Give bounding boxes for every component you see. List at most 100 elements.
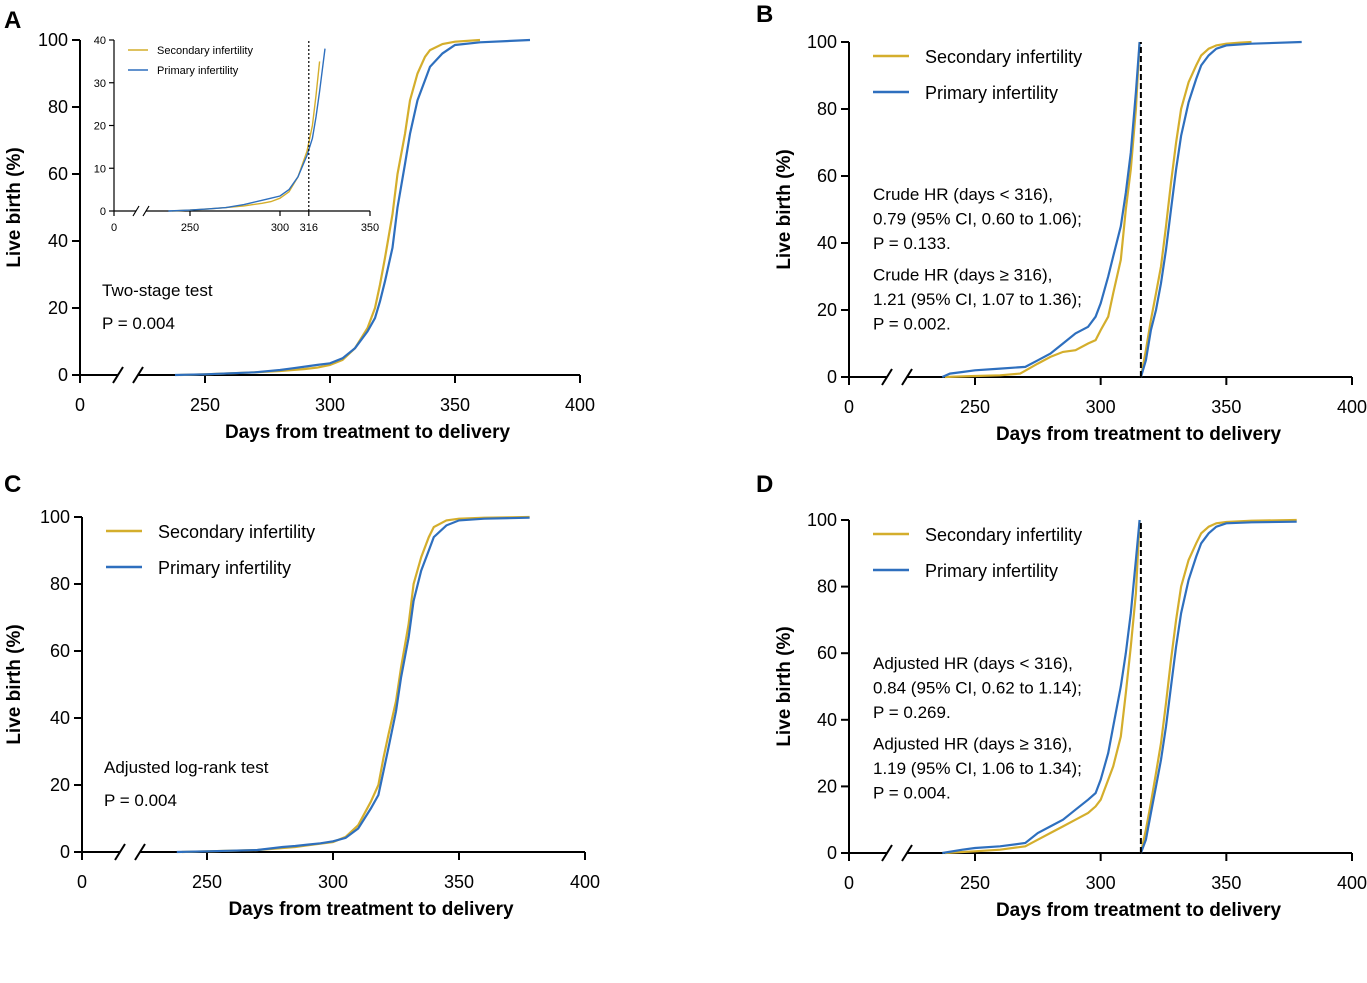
inset-series-line-primary	[168, 48, 326, 212]
inset-axis-break	[132, 205, 140, 217]
x-tick-label: 300	[1086, 873, 1116, 893]
series-line-secondary-after	[1139, 518, 1297, 854]
y-tick-label: 80	[50, 574, 70, 594]
annotation-text: 1.21 (95% CI, 1.07 to 1.36);	[873, 290, 1082, 309]
legend-label-primary: Primary infertility	[925, 561, 1058, 581]
legend-label-secondary: Secondary infertility	[925, 47, 1082, 67]
series-line-primary-after	[1139, 520, 1297, 854]
y-axis-label: Live birth (%)	[774, 149, 795, 269]
annotation-text: 0.79 (95% CI, 0.60 to 1.06);	[873, 210, 1082, 229]
annotation-text: Crude HR (days < 316),	[873, 185, 1053, 204]
axis-break	[881, 368, 893, 386]
y-tick-label: 60	[817, 166, 837, 186]
axis-break	[114, 843, 126, 861]
annotation-text: P = 0.002.	[873, 315, 951, 334]
y-tick-label: 60	[817, 643, 837, 663]
x-axis-label: Days from treatment to delivery	[225, 422, 511, 443]
y-tick-label: 100	[38, 30, 68, 50]
axis-break	[901, 844, 913, 862]
panel-B: B 0 20 40 60 80 100 0 250 300 350 400 Days from trea…	[756, 1, 1367, 445]
x-tick-label: 250	[960, 397, 990, 417]
annotation-text: P = 0.004	[104, 791, 177, 810]
x-tick-label: 400	[565, 395, 595, 415]
x-tick-label: 0	[75, 395, 85, 415]
axis-break	[112, 366, 124, 384]
y-tick-label: 100	[40, 507, 70, 527]
series-line-primary	[176, 516, 530, 854]
x-tick-label: 350	[1211, 873, 1241, 893]
x-tick-label: 300	[318, 872, 348, 892]
inset-legend-label-primary: Primary infertility	[157, 65, 239, 77]
y-tick-label: 20	[50, 775, 70, 795]
x-tick-label: 400	[570, 872, 600, 892]
annotation-text: P = 0.004	[102, 314, 175, 333]
inset-y-tick-label: 0	[100, 206, 106, 218]
legend-label-primary: Primary infertility	[925, 83, 1058, 103]
y-tick-label: 60	[48, 164, 68, 184]
inset-y-tick-label: 40	[94, 35, 106, 47]
series-line-primary-before	[942, 519, 1141, 855]
y-tick-label: 80	[48, 97, 68, 117]
panel-label: B	[756, 1, 773, 28]
legend-label-secondary: Secondary infertility	[925, 525, 1082, 545]
annotation-text: P = 0.004.	[873, 784, 951, 803]
y-tick-label: 20	[48, 298, 68, 318]
y-tick-label: 0	[827, 843, 837, 863]
legend-label-primary: Primary infertility	[158, 558, 291, 578]
series-line-primary-after	[1139, 40, 1302, 378]
x-tick-label: 300	[315, 395, 345, 415]
x-tick-label: 350	[1211, 397, 1241, 417]
inset-chart: 0 10 20 30 40 0 250 300 316 350 Secondary infertil…	[94, 35, 379, 234]
y-tick-label: 20	[817, 776, 837, 796]
y-tick-label: 0	[58, 365, 68, 385]
annotation-text: Adjusted log-rank test	[104, 758, 269, 777]
x-tick-label: 350	[440, 395, 470, 415]
inset-x-tick-label: 316	[300, 222, 318, 234]
y-axis-label: Live birth (%)	[4, 624, 25, 744]
panel-label: C	[4, 471, 21, 498]
legend-label-secondary: Secondary infertility	[158, 522, 315, 542]
x-tick-label: 350	[444, 872, 474, 892]
y-tick-label: 40	[50, 708, 70, 728]
x-tick-label: 250	[960, 873, 990, 893]
series-line-primary	[174, 38, 531, 377]
y-tick-label: 20	[817, 300, 837, 320]
inset-series-line-secondary	[171, 61, 321, 212]
y-axis-label: Live birth (%)	[774, 626, 795, 746]
annotation-text: Crude HR (days ≥ 316),	[873, 266, 1052, 285]
inset-x-tick-label: 250	[181, 222, 199, 234]
x-tick-label: 400	[1337, 873, 1367, 893]
y-tick-label: 0	[827, 367, 837, 387]
y-axis-label: Live birth (%)	[4, 147, 25, 267]
axis-break	[881, 844, 893, 862]
inset-axis-break	[142, 205, 150, 217]
series-line-secondary-before	[944, 519, 1141, 855]
y-tick-label: 40	[817, 233, 837, 253]
y-tick-label: 40	[48, 231, 68, 251]
y-tick-label: 100	[807, 32, 837, 52]
annotation-text: P = 0.269.	[873, 703, 951, 722]
series-line-primary-before	[941, 41, 1141, 379]
inset-y-tick-label: 30	[94, 78, 106, 90]
annotation-text: Adjusted HR (days < 316),	[873, 654, 1073, 673]
x-tick-label: 400	[1337, 397, 1367, 417]
panel-label: A	[4, 7, 21, 34]
x-tick-label: 250	[192, 872, 222, 892]
y-tick-label: 80	[817, 577, 837, 597]
inset-x-tick-label: 0	[111, 222, 117, 234]
axis-break	[132, 366, 144, 384]
annotation-text: Adjusted HR (days ≥ 316),	[873, 735, 1072, 754]
x-axis-label: Days from treatment to delivery	[228, 899, 514, 920]
x-axis-label: Days from treatment to delivery	[996, 424, 1282, 445]
y-tick-label: 0	[60, 842, 70, 862]
annotation-text: 0.84 (95% CI, 0.62 to 1.14);	[873, 679, 1082, 698]
panel-label: D	[756, 471, 773, 498]
x-tick-label: 250	[190, 395, 220, 415]
axis-break	[134, 843, 146, 861]
y-tick-label: 40	[817, 710, 837, 730]
inset-x-tick-label: 350	[361, 222, 379, 234]
panel-D: D 0 20 40 60 80 100 0 250 300 350 400 Days from trea…	[756, 471, 1367, 921]
